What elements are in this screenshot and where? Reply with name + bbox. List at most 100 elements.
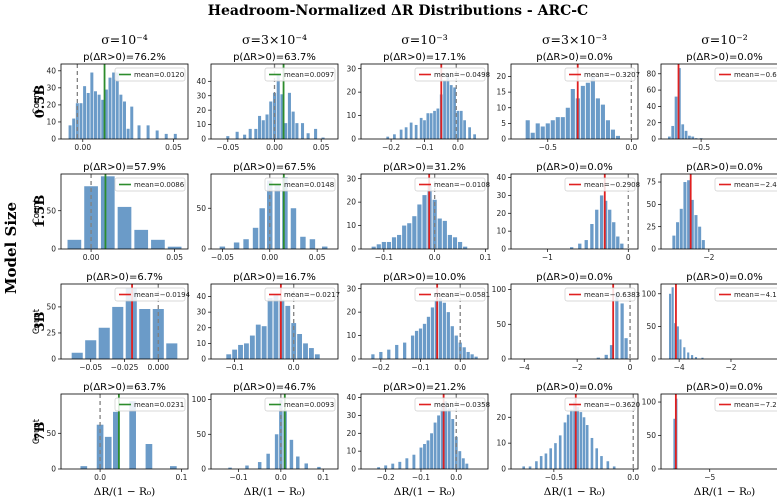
y-tick-label: 15 — [496, 88, 506, 97]
histogram-bar — [466, 351, 470, 359]
histogram-bar — [123, 101, 126, 139]
histogram-bar — [430, 307, 435, 359]
histogram-bar — [321, 137, 325, 139]
legend-box — [564, 397, 636, 412]
histogram-bar — [391, 463, 395, 469]
histogram-bar — [252, 227, 259, 249]
histogram-bar — [576, 406, 579, 469]
y-tick-label: 30 — [346, 174, 356, 183]
positive-probability-label: p(ΔR>0)=0.0% — [686, 382, 762, 393]
histogram-bar — [525, 120, 530, 139]
y-tick-label: 30 — [46, 83, 56, 92]
histogram-bar — [261, 120, 265, 139]
column-header: σ=3×10⁻⁴ — [242, 32, 307, 47]
axes-frame — [360, 173, 489, 250]
x-tick-label: 0.0 — [94, 473, 106, 482]
histogram-bar — [436, 108, 440, 139]
histogram-bar — [457, 241, 463, 249]
histogram-bar — [398, 461, 402, 469]
row-label: 7B — [33, 421, 48, 441]
histogram-bar — [379, 351, 383, 359]
x-tick-label: −0.025 — [111, 363, 139, 372]
y-tick-label: 20 — [346, 198, 356, 207]
histogram-bar — [429, 113, 433, 139]
histogram-bar — [433, 422, 437, 469]
y-tick-label: 10 — [496, 439, 506, 448]
row-label: 3B — [33, 311, 48, 331]
histogram-bar — [371, 246, 376, 249]
histogram-bar — [417, 204, 422, 249]
positive-probability-label: p(ΔR>0)=0.0% — [686, 272, 762, 283]
histogram-bar — [585, 82, 590, 139]
legend-label: mean=−4.1235 — [734, 291, 777, 299]
histogram-bar — [258, 115, 262, 139]
histogram-bar — [535, 123, 540, 140]
legend-label: mean=−0.0498 — [434, 71, 490, 79]
x-tick-label: −0.2 — [372, 363, 390, 372]
histogram-bar — [694, 138, 698, 139]
x-tick-label: −1 — [542, 253, 553, 262]
axes-frame — [210, 173, 339, 250]
y-axis-label: Count — [32, 308, 42, 334]
histogram-bar — [101, 99, 105, 139]
chart-title: Headroom-Normalized ΔR Distributions - A… — [208, 3, 588, 19]
x-tick-label: 0.1 — [317, 473, 329, 482]
row-labels: 0.5B 1.5B 3B 7B — [33, 85, 48, 442]
y-tick-label: 30 — [196, 308, 206, 317]
legend-box — [714, 397, 777, 412]
histogram-bar — [699, 138, 703, 139]
histogram-bar — [426, 440, 430, 469]
column-header: σ=10⁻³ — [401, 32, 448, 47]
x-tick-label: 0.0 — [450, 473, 462, 482]
y-tick-label: 20 — [496, 209, 506, 218]
histogram-bar — [119, 94, 123, 139]
histogram-bar — [71, 352, 83, 359]
histogram-bar — [667, 136, 671, 139]
x-axis-label: ΔR/(1 − R₀) — [244, 486, 306, 498]
histogram-bar — [566, 414, 570, 469]
y-tick-label: 50 — [646, 200, 656, 209]
y-tick-label: 100 — [192, 395, 207, 404]
x-tick-label: 0.0 — [429, 253, 441, 262]
legend-box — [714, 67, 777, 82]
x-tick-label: −0.1 — [412, 473, 430, 482]
axes-frame — [210, 393, 339, 470]
legend-box — [264, 67, 336, 82]
x-tick-label: 0.0 — [275, 473, 287, 482]
histogram-bar — [608, 209, 612, 249]
x-tick-label: −2 — [572, 363, 583, 372]
histogram-bar — [228, 467, 232, 469]
panel: p(ΔR>0)=6.7% 0 25 50 −0.05 −0.025 0.000 Count me… — [32, 272, 191, 372]
histogram-bar — [462, 347, 466, 359]
histogram-bar — [442, 302, 446, 359]
histogram-bar — [673, 418, 676, 469]
y-tick-label: 0 — [51, 135, 56, 144]
histogram-bar — [259, 208, 265, 249]
y-tick-label: 10 — [346, 447, 356, 456]
legend-label: mean=−0.6352 — [734, 71, 777, 79]
histogram-bar — [691, 136, 695, 139]
histogram-bar — [463, 246, 468, 249]
histogram-bar — [72, 118, 76, 139]
y-tick-label: 20 — [646, 118, 656, 127]
histogram-bar — [584, 240, 588, 249]
histogram-bar — [243, 134, 247, 139]
histogram-bar — [276, 74, 280, 139]
x-tick-label: 0.0 — [627, 473, 639, 482]
x-tick-label: 0.00 — [266, 143, 283, 152]
x-axis-label: ΔR/(1 − R₀) — [94, 486, 156, 498]
y-tick-label: 10 — [196, 339, 206, 348]
histogram-bar — [245, 465, 249, 469]
y-tick-label: 50 — [46, 429, 56, 438]
positive-probability-label: p(ΔR>0)=0.0% — [686, 162, 762, 173]
histogram-bar — [296, 456, 300, 469]
y-tick-label: 0 — [51, 355, 56, 364]
y-axis-label: Count — [32, 418, 42, 444]
histogram-bar — [679, 208, 683, 249]
x-tick-label: 0.0 — [452, 143, 464, 152]
positive-probability-label: p(ΔR>0)=0.0% — [536, 52, 612, 63]
histogram-bar — [671, 125, 675, 139]
